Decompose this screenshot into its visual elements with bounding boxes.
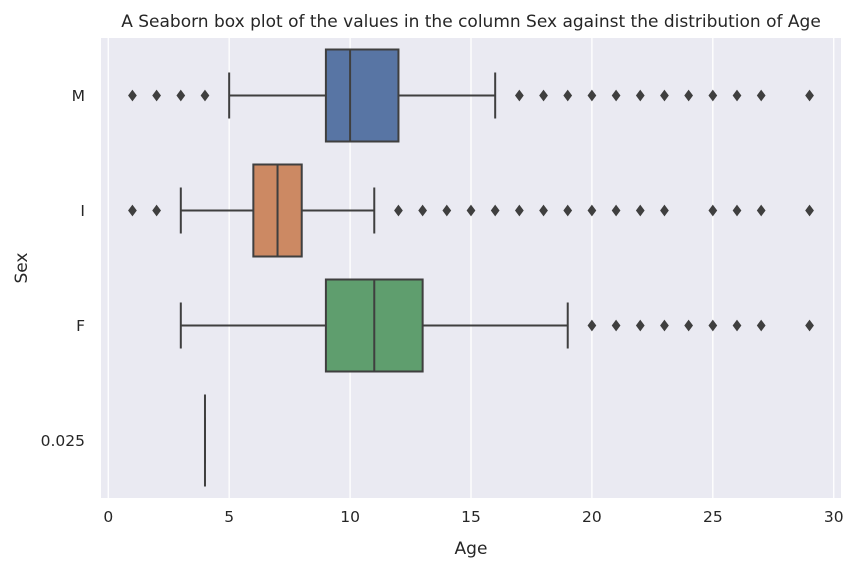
outlier-point — [732, 319, 742, 332]
x-tick-label: 25 — [703, 508, 723, 526]
outlier-point — [176, 89, 186, 102]
y-tick-label: I — [80, 202, 85, 220]
outlier-point — [418, 204, 428, 217]
boxes-layer — [128, 48, 814, 487]
outlier-point — [805, 204, 814, 217]
outlier-point — [514, 89, 524, 102]
x-tick-label: 0 — [103, 508, 113, 526]
x-tick-label: 5 — [224, 508, 234, 526]
outlier-point — [684, 319, 694, 332]
box-series-I — [128, 163, 814, 258]
outlier-point — [805, 89, 814, 102]
x-tick-label: 20 — [582, 508, 602, 526]
x-tick-label: 30 — [824, 508, 844, 526]
outlier-point — [152, 204, 161, 217]
outlier-point — [128, 89, 137, 102]
outlier-point — [635, 89, 645, 102]
y-tick-label: 0.025 — [41, 432, 85, 450]
outlier-point — [563, 204, 573, 217]
outlier-point — [660, 204, 669, 217]
outlier-point — [587, 89, 597, 102]
box-series-F — [179, 278, 814, 373]
outlier-point — [660, 319, 669, 332]
outlier-point — [587, 204, 597, 217]
outlier-point — [466, 204, 476, 217]
outlier-point — [611, 89, 621, 102]
outlier-point — [442, 204, 452, 217]
chart-title: A Seaborn box plot of the values in the … — [121, 12, 821, 32]
outlier-point — [587, 319, 597, 332]
y-axis-label: Sex — [12, 252, 32, 283]
outlier-point — [635, 204, 645, 217]
outlier-point — [732, 204, 742, 217]
y-tick-labels: M I F 0.025 — [41, 87, 85, 450]
outlier-point — [611, 204, 621, 217]
outlier-point — [394, 204, 403, 217]
iqr-box — [324, 48, 400, 143]
x-axis-label: Age — [455, 539, 488, 559]
y-tick-label: F — [76, 317, 85, 335]
outlier-point — [660, 89, 669, 102]
outlier-point — [805, 319, 814, 332]
outlier-point — [756, 204, 766, 217]
outlier-point — [128, 204, 137, 217]
outlier-point — [539, 89, 548, 102]
outlier-point — [200, 89, 210, 102]
box-series-M — [128, 48, 814, 143]
outlier-point — [756, 89, 766, 102]
outlier-point — [514, 204, 524, 217]
outlier-point — [684, 89, 694, 102]
outlier-point — [708, 319, 718, 332]
outlier-point — [611, 319, 621, 332]
y-tick-label: M — [72, 87, 85, 105]
outlier-point — [708, 204, 718, 217]
outlier-point — [756, 319, 766, 332]
outlier-point — [732, 89, 742, 102]
x-tick-label: 10 — [340, 508, 360, 526]
outlier-point — [635, 319, 645, 332]
x-tick-labels: 0 5 10 15 20 25 30 — [103, 508, 843, 526]
outlier-point — [539, 204, 548, 217]
outlier-point — [708, 89, 718, 102]
outlier-point — [152, 89, 161, 102]
outlier-point — [563, 89, 573, 102]
outlier-point — [490, 204, 500, 217]
x-tick-label: 15 — [461, 508, 481, 526]
